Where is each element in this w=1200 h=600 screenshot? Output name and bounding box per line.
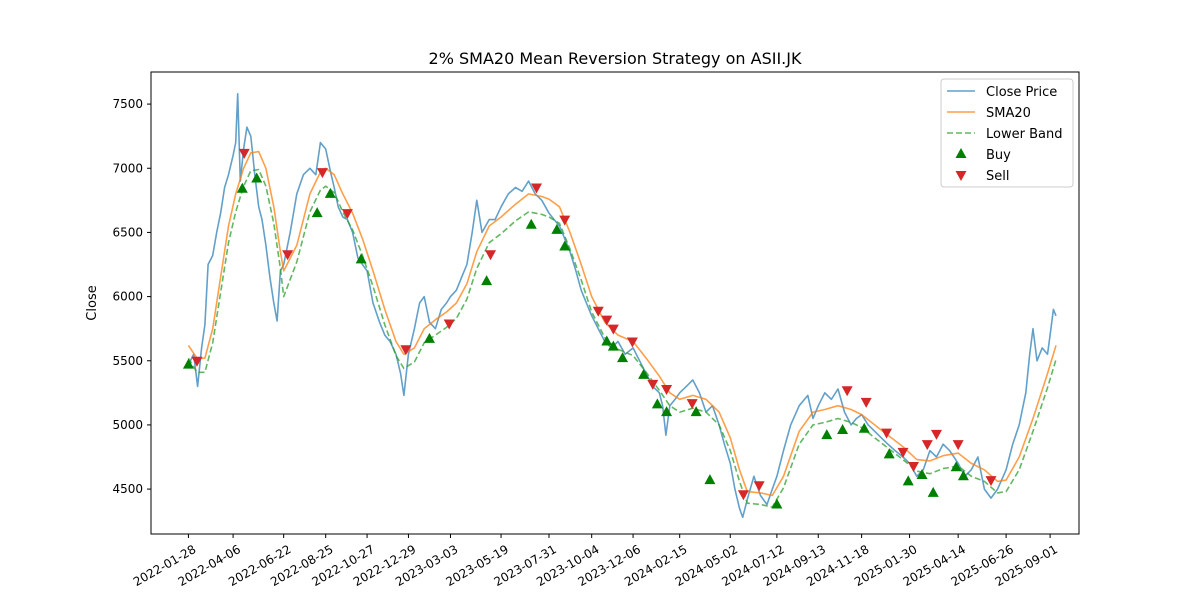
y-tick-label: 6500 <box>112 225 143 239</box>
y-axis: 4500 5000 5500 6000 6500 7000 7500 <box>112 97 151 496</box>
chart-title: 2% SMA20 Mean Reversion Strategy on ASII… <box>429 49 802 68</box>
legend-label-sell: Sell <box>986 169 1009 184</box>
legend-swatch-sell <box>955 171 967 181</box>
y-tick-label: 7500 <box>112 97 143 111</box>
sell-marker <box>921 440 933 451</box>
buy-marker <box>638 368 650 379</box>
sell-marker <box>626 337 638 348</box>
legend: Close Price SMA20 Lower Band Buy Sell <box>940 78 1074 188</box>
legend-label-close-price: Close Price <box>986 85 1057 100</box>
buy-marker <box>916 468 928 479</box>
y-tick-label: 7000 <box>112 161 143 175</box>
series-line-lower-band <box>187 168 1057 508</box>
legend-swatch-buy <box>955 148 967 158</box>
buy-marker <box>607 340 619 351</box>
sell-marker <box>531 183 543 194</box>
buy-marker <box>651 398 663 409</box>
legend-box <box>940 78 1074 188</box>
buy-marker <box>423 332 435 343</box>
buy-marker <box>957 470 969 481</box>
sell-marker <box>897 447 909 458</box>
legend-label-buy: Buy <box>986 148 1011 163</box>
sell-marker <box>443 319 455 330</box>
buy-marker <box>950 461 962 472</box>
buy-marker <box>551 223 563 234</box>
sell-marker <box>485 250 497 261</box>
sell-marker <box>238 148 250 159</box>
buy-marker <box>883 448 895 459</box>
y-tick-label: 4500 <box>112 482 143 496</box>
sell-marker <box>841 386 853 397</box>
sell-marker <box>930 429 942 440</box>
y-tick-label: 6000 <box>112 290 143 304</box>
y-tick-label: 5500 <box>112 354 143 368</box>
buy-marker <box>927 486 939 497</box>
sell-marker <box>282 250 294 261</box>
sell-marker <box>985 476 997 487</box>
legend-label-lower-band: Lower Band <box>986 127 1062 142</box>
sell-marker <box>592 306 604 317</box>
buy-marker <box>902 475 914 486</box>
buy-marker <box>771 498 783 509</box>
sell-marker <box>559 215 571 226</box>
y-tick-label: 5000 <box>112 418 143 432</box>
buy-marker <box>704 474 716 485</box>
sell-marker <box>607 324 619 335</box>
buy-marker <box>355 253 367 264</box>
buy-marker <box>525 218 537 229</box>
sell-marker <box>647 379 659 390</box>
buy-marker <box>858 422 870 433</box>
sell-marker <box>661 384 673 395</box>
sell-marker <box>737 490 749 501</box>
sell-marker <box>881 428 893 439</box>
sell-marker <box>601 315 613 326</box>
buy-marker <box>182 358 194 369</box>
buy-marker <box>661 406 673 417</box>
y-axis-label: Close <box>85 285 100 320</box>
buy-marker <box>236 182 248 193</box>
sell-marker <box>952 440 964 451</box>
x-axis: 2022-01-282022-04-062022-06-222022-08-25… <box>131 534 1060 589</box>
sell-marker <box>753 481 765 492</box>
sell-marker <box>400 345 412 356</box>
plot-area <box>182 93 1057 519</box>
buy-marker <box>559 240 571 251</box>
sell-marker <box>907 461 919 472</box>
sell-marker <box>316 168 328 179</box>
buy-marker <box>690 406 702 417</box>
series-line-close-price <box>187 93 1057 519</box>
buy-marker <box>481 275 493 286</box>
sell-marker <box>686 399 698 410</box>
buy-marker <box>311 207 323 218</box>
plot-frame <box>150 71 1080 535</box>
buy-marker <box>251 172 263 183</box>
legend-label-sma20: SMA20 <box>986 106 1031 121</box>
sell-marker <box>860 397 872 408</box>
buy-marker <box>601 335 613 346</box>
sell-marker <box>341 209 353 220</box>
buy-marker <box>617 352 629 363</box>
buy-marker <box>324 187 336 198</box>
sell-marker <box>191 356 203 367</box>
buy-marker <box>837 424 849 435</box>
buy-marker <box>821 429 833 440</box>
